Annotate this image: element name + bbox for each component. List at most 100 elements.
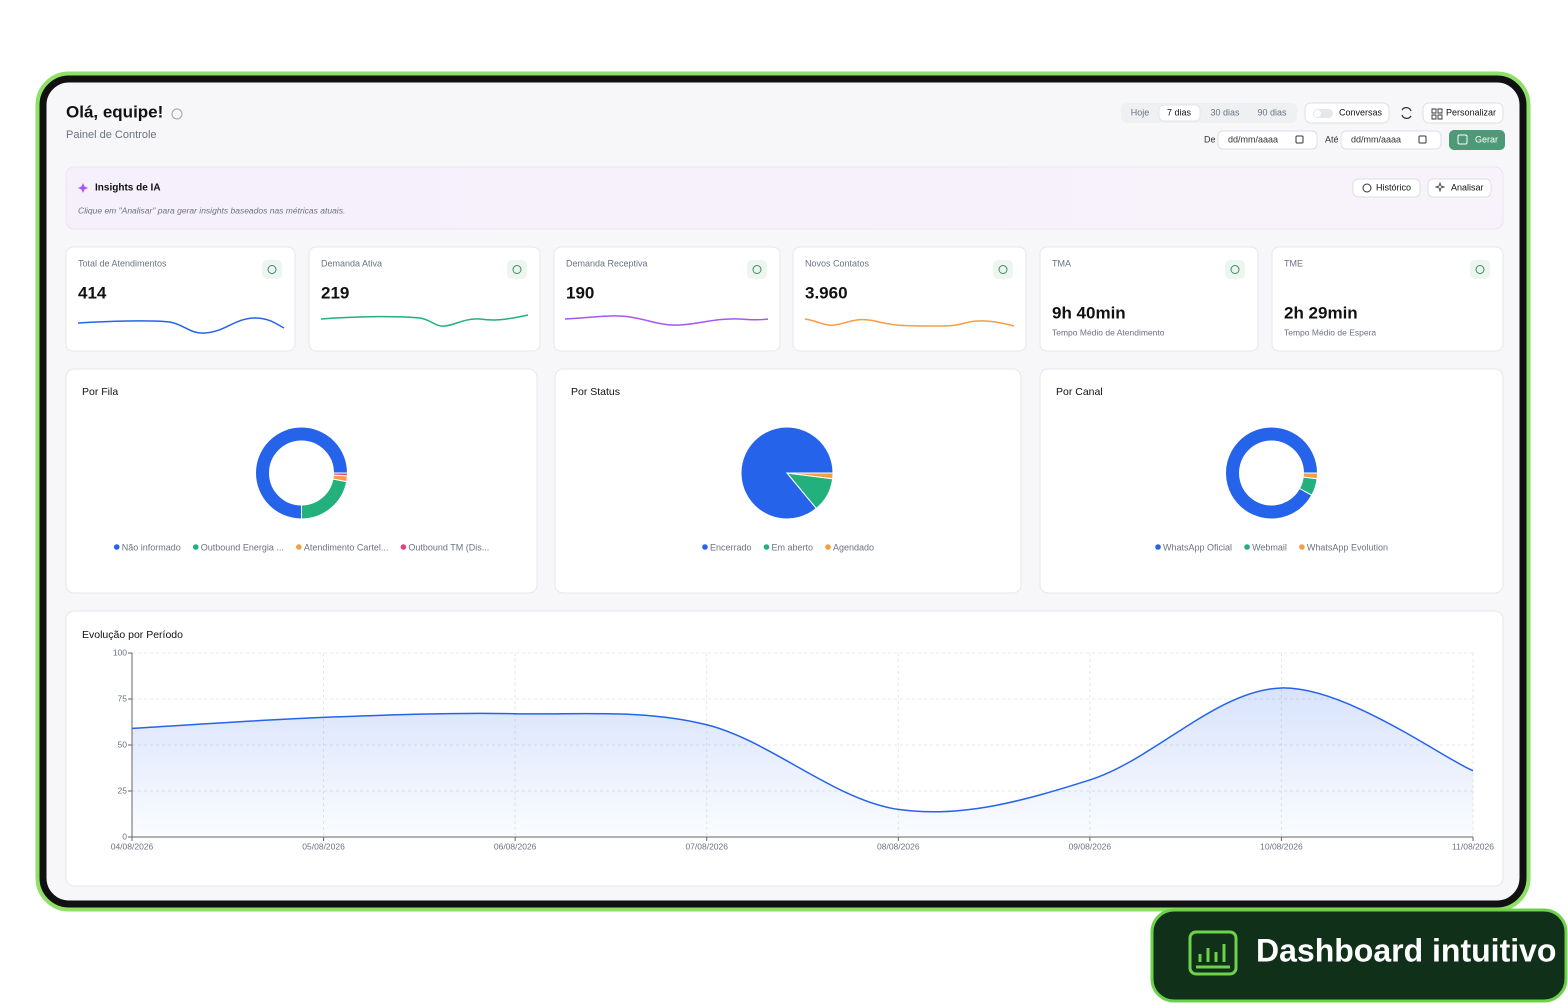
kpi-label: Novos Contatos: [805, 258, 870, 268]
insights-panel: [65, 166, 1504, 230]
period-option[interactable]: 7 dias: [1167, 107, 1192, 117]
toggle-label: Conversas: [1339, 107, 1383, 117]
kpi-icon: [1225, 260, 1245, 279]
page-subtitle: Painel de Controle: [66, 129, 157, 141]
kpi-icon: [262, 260, 282, 279]
history-button[interactable]: [1352, 178, 1421, 198]
legend-label: Não informado: [122, 542, 181, 552]
kpi-label: TMA: [1052, 258, 1071, 268]
legend-dot: [192, 544, 199, 550]
kpi-value: 2h 29min: [1284, 303, 1358, 322]
page-title: Olá, equipe!: [66, 102, 163, 121]
kpi-card: [553, 246, 781, 352]
x-tick-label: 04/08/2026: [111, 841, 154, 851]
pie-slice: [786, 472, 834, 480]
date-input[interactable]: [1217, 130, 1318, 150]
kpi-caption: Tempo Médio de Espera: [1284, 327, 1376, 337]
kpi-icon: [993, 260, 1013, 279]
badge-icon: [1188, 930, 1238, 976]
x-tick-label: 06/08/2026: [494, 841, 537, 851]
kpi-value: 3.960: [805, 283, 848, 302]
kpi-icon-glyph: [1475, 265, 1485, 274]
kpi-label: Demanda Ativa: [321, 258, 382, 268]
badge: [1150, 908, 1568, 1003]
refresh-icon[interactable]: [1401, 107, 1412, 119]
button-label: Personalizar: [1446, 107, 1496, 117]
legend-dot: [1244, 544, 1250, 550]
pie-slice: [332, 472, 349, 477]
legend-label: Outbound Energia ...: [201, 542, 284, 552]
date-input[interactable]: [1340, 130, 1442, 150]
y-tick-label: 100: [113, 647, 127, 657]
period-active: [1158, 104, 1201, 122]
from-label: De: [1204, 134, 1216, 144]
y-tick-label: 25: [118, 785, 128, 795]
sparkline: [564, 315, 769, 326]
calendar-icon[interactable]: [1418, 135, 1427, 144]
legend-dot: [400, 544, 407, 550]
legend-label: Webmail: [1252, 542, 1287, 552]
customize-button[interactable]: [1422, 102, 1504, 124]
legend-dot: [763, 544, 770, 550]
legend-label: WhatsApp Evolution: [1307, 542, 1388, 552]
kpi-card: [1039, 246, 1259, 352]
x-tick-label: 09/08/2026: [1069, 841, 1112, 851]
legend-label: Encerrado: [710, 542, 752, 552]
x-tick-label: 05/08/2026: [302, 841, 345, 851]
frame-glow: [35, 71, 1531, 912]
legend-dot: [825, 544, 831, 550]
kpi-icon-glyph: [267, 265, 277, 274]
period-option[interactable]: 30 dias: [1210, 107, 1240, 117]
legend-dot: [1299, 544, 1305, 550]
x-tick-label: 11/08/2026: [1452, 841, 1494, 851]
legend-label: WhatsApp Oficial: [1163, 542, 1232, 552]
calendar-icon[interactable]: [1295, 135, 1304, 144]
legend-label: Em aberto: [771, 542, 813, 552]
sparkle-icon: [1434, 181, 1446, 193]
date-placeholder: dd/mm/aaaa: [1351, 134, 1401, 144]
legend-dot: [702, 544, 708, 550]
chart-title: Evolução por Período: [82, 629, 183, 641]
kpi-card: [65, 246, 296, 352]
chart-title: Por Status: [571, 386, 620, 398]
button-label: Gerar: [1475, 134, 1498, 144]
x-tick-label: 10/08/2026: [1260, 841, 1303, 851]
kpi-card: [1271, 246, 1504, 352]
analyze-button[interactable]: [1427, 178, 1492, 198]
kpi-icon: [1470, 260, 1490, 279]
chart-card: [65, 368, 538, 594]
date-placeholder: dd/mm/aaaa: [1228, 134, 1278, 144]
kpi-icon: [507, 260, 527, 279]
button-label: Analisar: [1451, 182, 1484, 192]
line: [131, 687, 1474, 813]
y-tick-label: 0: [122, 831, 127, 841]
info-icon[interactable]: [171, 108, 183, 120]
kpi-label: TME: [1284, 258, 1303, 268]
kpi-label: Total de Atendimentos: [78, 258, 167, 268]
kpi-value: 414: [78, 283, 107, 302]
badge-text: Dashboard intuitivo: [1256, 932, 1556, 968]
kpi-icon-glyph: [752, 265, 762, 274]
pie-slice: [1302, 472, 1319, 480]
kpi-icon-glyph: [1230, 265, 1240, 274]
charts: Por Fila Não informado Outbound Energia ..…: [65, 368, 1504, 887]
pie-slice: [1225, 426, 1319, 520]
calendar-icon: [1457, 134, 1468, 145]
kpi-card: [792, 246, 1027, 352]
insights-title: Insights de IA: [95, 183, 161, 194]
grid-icon: [1431, 108, 1443, 120]
sparkline: [804, 318, 1015, 327]
period-option[interactable]: Hoje: [1131, 107, 1150, 117]
period-option[interactable]: 90 dias: [1257, 107, 1287, 117]
chart-title: Por Fila: [82, 386, 118, 398]
line-area: [132, 687, 1473, 837]
kpi-value: 9h 40min: [1052, 303, 1126, 322]
legend-label: Outbound TM (Dis...: [408, 542, 489, 552]
y-tick-label: 75: [118, 693, 128, 703]
legend-dot: [296, 544, 302, 550]
sparkline: [77, 317, 285, 334]
sparkline: [320, 314, 529, 327]
history-icon: [1362, 183, 1372, 193]
kpi-icon-glyph: [998, 265, 1008, 274]
